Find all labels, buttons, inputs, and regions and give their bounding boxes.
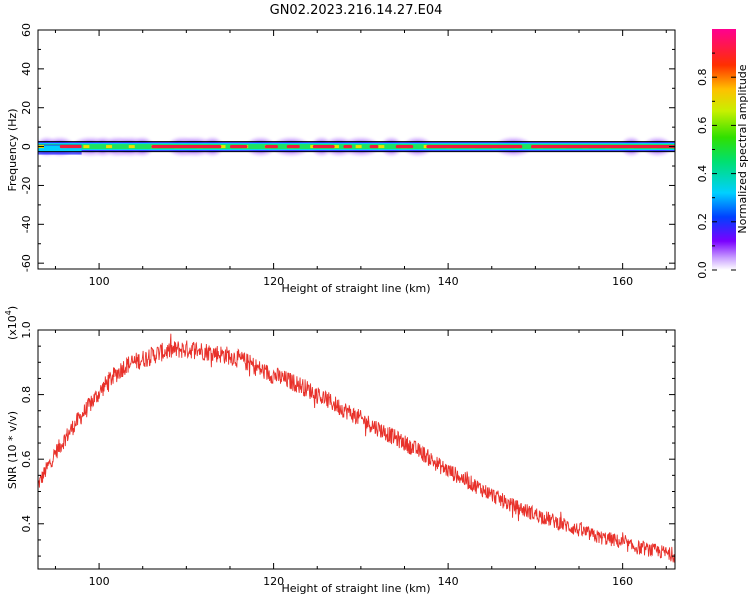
colorbar-tick-label: 0.2: [696, 213, 709, 231]
spectrogram-yellow-dash: [83, 145, 90, 149]
spectrogram-peak-segment: [59, 144, 82, 149]
colorbar-tick-label-group: 0.4: [696, 165, 709, 183]
spectrogram-peak-segment: [286, 144, 300, 149]
spectrogram-y-tick-label-group: 0: [20, 143, 33, 150]
snr-y-tick-label-group: 1.0: [20, 321, 33, 339]
spectrogram-y-tick-label-group: 40: [20, 62, 33, 76]
snr-y-tick-label: 0.8: [20, 386, 33, 404]
spectrogram-y-tick-label-group: 60: [20, 23, 33, 37]
snr-multiplier-exponent: 4: [4, 310, 13, 315]
colorbar-label: Normalized spectral amplitude: [736, 64, 749, 233]
snr-x-tick-label: 100: [89, 575, 110, 588]
spectrogram-peak-segment: [395, 144, 414, 149]
snr-multiplier-base: (x10: [6, 315, 19, 340]
spectrogram-peak-segment: [343, 144, 353, 149]
spectrogram-plot-area: [38, 137, 675, 156]
snr-x-tick-label: 120: [263, 575, 284, 588]
spectrogram-peak-segment: [229, 144, 248, 149]
spectrogram-x-axis-label: Height of straight line (km): [281, 282, 430, 295]
spectrogram-yellow-dash: [355, 145, 362, 149]
snr-y-tick-label-group: 0.8: [20, 386, 33, 404]
colorbar-tick-label: 0.0: [696, 261, 709, 279]
spectrogram-y-tick-label: 0: [20, 143, 33, 150]
colorbar: 0.0 0.2 0.4 0.6 0.8 Normalized spectral ampl…: [696, 29, 749, 279]
colorbar-tick-label-group: 0.0: [696, 261, 709, 279]
snr-y-tick-label: 0.6: [20, 450, 33, 468]
spectrogram-panel: 100 120 140 160 60 40 20 0 -20 -40 -60 Height of s…: [6, 23, 676, 295]
colorbar-tick-label-group: 0.2: [696, 213, 709, 231]
snr-axes: 100 120 140 160 1.0 0.8 0.6 0.4: [20, 321, 675, 588]
spectrogram-y-axis-label: Frequency (Hz): [6, 109, 19, 192]
spectrogram-x-tick-label: 160: [612, 275, 633, 288]
spectrogram-y-tick-label-group: -20: [20, 176, 33, 194]
spectrogram-peak-segment: [426, 144, 523, 149]
spectrogram-y-tick-label: -40: [20, 215, 33, 233]
colorbar-tick-label: 0.4: [696, 165, 709, 183]
spectrogram-yellow-dash: [378, 145, 385, 149]
snr-y-axis-label: SNR (10 * v/v): [6, 411, 19, 489]
spectrogram-peak-segment: [369, 144, 379, 149]
colorbar-ticks: 0.0 0.2 0.4 0.6 0.8: [696, 52, 736, 279]
spectrogram-x-tick-label: 100: [89, 275, 110, 288]
spectrogram-peak-segment: [312, 144, 335, 149]
snr-frame: [37, 329, 676, 570]
spectrogram-y-tick-label: -20: [20, 176, 33, 194]
snr-y-tick-label-group: 0.4: [20, 515, 33, 533]
snr-y-tick-label: 1.0: [20, 321, 33, 339]
spectrogram-y-tick-label: 20: [20, 101, 33, 115]
spectrogram-x-tick-label: 120: [263, 275, 284, 288]
spectrogram-peak-segment: [151, 144, 222, 149]
spectrogram-yellow-dash: [332, 145, 339, 149]
spectrogram-peak-segment: [531, 144, 675, 149]
svg-text:(x104): (x104): [4, 306, 19, 340]
spectrogram-y-tick-label: -60: [20, 254, 33, 272]
snr-x-tick-label: 140: [438, 575, 459, 588]
snr-plot-area: [38, 333, 675, 564]
snr-series-line: [38, 333, 675, 564]
colorbar-tick-label: 0.8: [696, 68, 709, 86]
snr-x-tick-label: 160: [612, 575, 633, 588]
snr-x-axis-label: Height of straight line (km): [281, 582, 430, 595]
snr-multiplier-close: ): [6, 306, 19, 310]
spectrogram-y-tick-label-group: 20: [20, 101, 33, 115]
spectrogram-yellow-dash: [106, 145, 113, 149]
spectrogram-peak-segment: [264, 144, 278, 149]
spectrogram-y-tick-label-group: -60: [20, 254, 33, 272]
spectrogram-y-tick-label: 60: [20, 23, 33, 37]
spectrogram-axes: 100 120 140 160 60 40 20 0 -20 -40 -60: [20, 23, 675, 288]
spectrogram-yellow-dash: [219, 145, 226, 149]
spectrogram-yellow-dash: [128, 145, 135, 149]
colorbar-tick-label-group: 0.8: [696, 68, 709, 86]
snr-multiplier: (x104): [4, 306, 19, 340]
figure-title: GN02.2023.216.14.27.E04: [270, 3, 443, 18]
snr-y-tick-label-group: 0.6: [20, 450, 33, 468]
colorbar-gradient: [712, 29, 736, 270]
snr-panel: 100 120 140 160 1.0 0.8 0.6 0.4 Height of strai…: [4, 306, 676, 595]
snr-y-tick-label: 0.4: [20, 515, 33, 533]
spectrogram-low-core: [38, 145, 82, 152]
spectrogram-y-tick-label-group: -40: [20, 215, 33, 233]
spectrogram-x-tick-label: 140: [438, 275, 459, 288]
spectrogram-y-tick-label: 40: [20, 62, 33, 76]
colorbar-tick-label: 0.6: [696, 117, 709, 134]
colorbar-tick-label-group: 0.6: [696, 117, 709, 134]
spectrogram-frame: [37, 29, 676, 270]
